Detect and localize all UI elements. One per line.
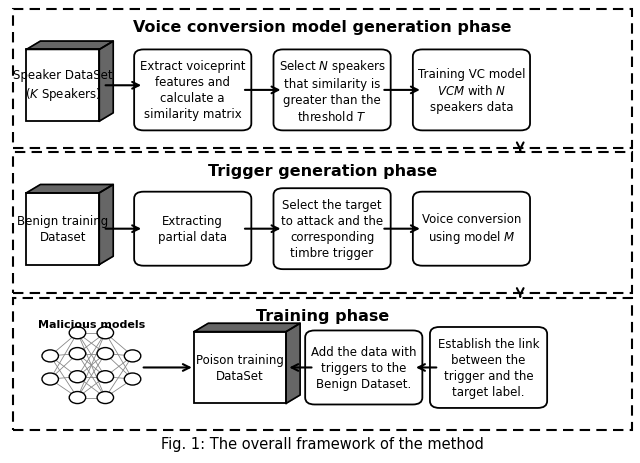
FancyBboxPatch shape — [430, 327, 547, 408]
Text: Benign training
Dataset: Benign training Dataset — [17, 215, 109, 244]
FancyBboxPatch shape — [134, 50, 252, 131]
Bar — [13, 10, 632, 149]
FancyBboxPatch shape — [26, 50, 99, 122]
Text: Extract voiceprint
features and
calculate a
similarity matrix: Extract voiceprint features and calculat… — [140, 60, 246, 121]
Text: Trigger generation phase: Trigger generation phase — [208, 163, 437, 178]
Text: Poison training
DataSet: Poison training DataSet — [196, 353, 284, 382]
FancyBboxPatch shape — [134, 192, 252, 266]
Polygon shape — [26, 42, 113, 50]
Text: Speaker DataSet
($K$ Speakers): Speaker DataSet ($K$ Speakers) — [13, 69, 113, 103]
Circle shape — [69, 371, 86, 383]
FancyBboxPatch shape — [273, 50, 390, 131]
FancyBboxPatch shape — [413, 192, 530, 266]
Bar — [13, 299, 632, 430]
Polygon shape — [99, 185, 113, 265]
Polygon shape — [286, 324, 300, 403]
Circle shape — [97, 348, 113, 360]
Bar — [13, 153, 632, 294]
Text: Add the data with
triggers to the
Benign Dataset.: Add the data with triggers to the Benign… — [311, 345, 417, 390]
Circle shape — [124, 373, 141, 385]
Circle shape — [69, 348, 86, 360]
FancyBboxPatch shape — [305, 331, 422, 405]
Circle shape — [97, 327, 113, 339]
Text: Malicious models: Malicious models — [38, 320, 145, 330]
Circle shape — [42, 350, 58, 362]
Circle shape — [69, 392, 86, 404]
Circle shape — [97, 371, 113, 383]
Circle shape — [69, 327, 86, 339]
Circle shape — [42, 373, 58, 385]
Text: Training phase: Training phase — [256, 309, 389, 324]
Polygon shape — [195, 324, 300, 332]
Text: Extracting
partial data: Extracting partial data — [158, 215, 227, 244]
Polygon shape — [99, 42, 113, 122]
Text: Select the target
to attack and the
corresponding
timbre trigger: Select the target to attack and the corr… — [281, 199, 383, 260]
Text: Establish the link
between the
trigger and the
target label.: Establish the link between the trigger a… — [438, 337, 540, 398]
Circle shape — [97, 392, 113, 404]
Text: Select $N$ speakers
that similarity is
greater than the
threshold $T$: Select $N$ speakers that similarity is g… — [278, 57, 385, 124]
Polygon shape — [26, 185, 113, 194]
FancyBboxPatch shape — [273, 189, 390, 269]
FancyBboxPatch shape — [26, 194, 99, 265]
Circle shape — [124, 350, 141, 362]
FancyBboxPatch shape — [413, 50, 530, 131]
FancyBboxPatch shape — [195, 332, 286, 403]
Text: Training VC model
$VCM$ with $N$
speakers data: Training VC model $VCM$ with $N$ speaker… — [418, 68, 525, 114]
Text: Voice conversion model generation phase: Voice conversion model generation phase — [133, 20, 512, 35]
Text: Voice conversion
using model $M$: Voice conversion using model $M$ — [422, 213, 521, 246]
Text: Fig. 1: The overall framework of the method: Fig. 1: The overall framework of the met… — [161, 436, 484, 451]
